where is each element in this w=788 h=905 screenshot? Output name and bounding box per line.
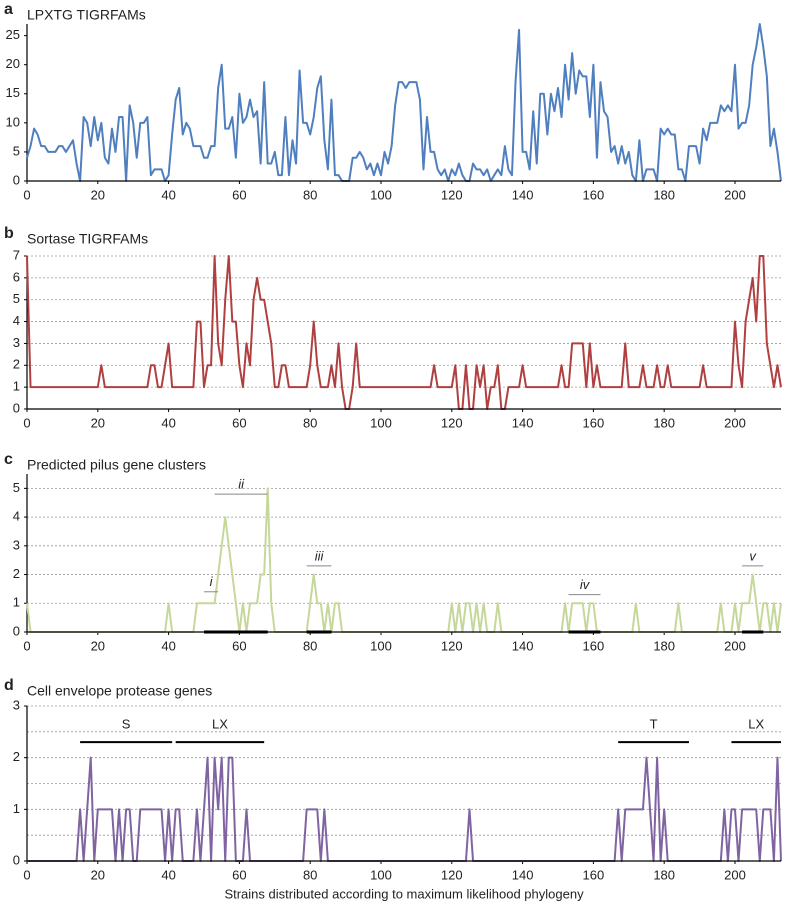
x-tick-label: 160	[583, 638, 605, 653]
x-tick-label: 60	[232, 415, 246, 430]
x-tick-label: 160	[583, 415, 605, 430]
y-tick-label: 0	[13, 623, 20, 638]
x-tick-label: 60	[232, 638, 246, 653]
cluster-label: i	[210, 574, 214, 589]
x-tick-label: 20	[91, 187, 105, 202]
x-tick-label: 100	[370, 867, 392, 882]
x-tick-label: 180	[653, 867, 675, 882]
y-tick-label: 3	[13, 697, 20, 712]
cluster-label: iii	[315, 548, 325, 563]
x-tick-label: 80	[303, 187, 317, 202]
y-tick-label: 0	[13, 400, 20, 415]
x-tick-label: 140	[512, 415, 534, 430]
y-tick-label: 0	[13, 172, 20, 187]
x-tick-label: 200	[724, 187, 746, 202]
x-tick-label: 140	[512, 187, 534, 202]
x-tick-label: 40	[161, 638, 175, 653]
panel-title: LPXTG TIGRFAMs	[27, 7, 146, 23]
x-tick-label: 80	[303, 415, 317, 430]
y-tick-label: 15	[6, 85, 20, 100]
x-tick-label: 140	[512, 638, 534, 653]
panel-letter: a	[4, 1, 13, 18]
y-tick-label: 20	[6, 56, 20, 71]
x-tick-label: 100	[370, 187, 392, 202]
y-tick-label: 2	[13, 357, 20, 372]
x-tick-label: 40	[161, 867, 175, 882]
x-axis-label: Strains distributed according to maximum…	[224, 886, 584, 901]
panel-title: Sortase TIGRFAMs	[27, 231, 148, 247]
x-tick-label: 160	[583, 867, 605, 882]
y-tick-label: 5	[13, 291, 20, 306]
y-tick-label: 25	[6, 27, 20, 42]
cluster-label: LX	[212, 717, 228, 732]
y-tick-label: 2	[13, 749, 20, 764]
x-tick-label: 80	[303, 867, 317, 882]
y-tick-label: 5	[13, 480, 20, 495]
x-tick-label: 0	[23, 638, 30, 653]
y-tick-label: 4	[13, 509, 20, 524]
data-line	[26, 487, 782, 633]
x-tick-label: 140	[512, 867, 534, 882]
x-tick-label: 100	[370, 415, 392, 430]
cluster-label: v	[749, 548, 757, 563]
x-tick-label: 120	[441, 415, 463, 430]
x-tick-label: 180	[653, 187, 675, 202]
y-tick-label: 3	[13, 335, 20, 350]
x-tick-label: 120	[441, 638, 463, 653]
x-tick-label: 60	[232, 187, 246, 202]
y-tick-label: 6	[13, 269, 20, 284]
x-tick-label: 40	[161, 415, 175, 430]
panel-title: Cell envelope protease genes	[27, 683, 212, 699]
x-tick-label: 120	[441, 187, 463, 202]
panel-letter: d	[4, 677, 14, 694]
x-tick-label: 0	[23, 415, 30, 430]
panel-letter: c	[4, 451, 13, 468]
panel-letter: b	[4, 225, 14, 242]
x-tick-label: 200	[724, 415, 746, 430]
cluster-label: LX	[748, 717, 764, 732]
y-tick-label: 2	[13, 566, 20, 581]
y-tick-label: 1	[13, 595, 20, 610]
cluster-label: T	[650, 717, 658, 732]
cluster-label: ii	[238, 477, 245, 492]
x-tick-label: 120	[441, 867, 463, 882]
x-tick-label: 180	[653, 638, 675, 653]
data-line	[26, 23, 782, 182]
y-tick-label: 1	[13, 801, 20, 816]
x-tick-label: 20	[91, 638, 105, 653]
y-tick-label: 7	[13, 247, 20, 262]
x-tick-label: 20	[91, 415, 105, 430]
y-tick-label: 4	[13, 313, 20, 328]
y-tick-label: 0	[13, 852, 20, 867]
x-tick-label: 100	[370, 638, 392, 653]
data-line	[26, 255, 782, 410]
x-tick-label: 200	[724, 867, 746, 882]
panel-title: Predicted pilus gene clusters	[27, 457, 206, 473]
cluster-label: iv	[580, 577, 591, 592]
y-tick-label: 3	[13, 537, 20, 552]
x-tick-label: 0	[23, 867, 30, 882]
x-tick-label: 160	[583, 187, 605, 202]
cluster-label: S	[122, 717, 131, 732]
x-tick-label: 40	[161, 187, 175, 202]
x-tick-label: 80	[303, 638, 317, 653]
x-tick-label: 60	[232, 867, 246, 882]
y-tick-label: 1	[13, 379, 20, 394]
y-tick-label: 5	[13, 143, 20, 158]
x-tick-label: 200	[724, 638, 746, 653]
x-tick-label: 180	[653, 415, 675, 430]
y-tick-label: 10	[6, 114, 20, 129]
x-tick-label: 20	[91, 867, 105, 882]
x-tick-label: 0	[23, 187, 30, 202]
